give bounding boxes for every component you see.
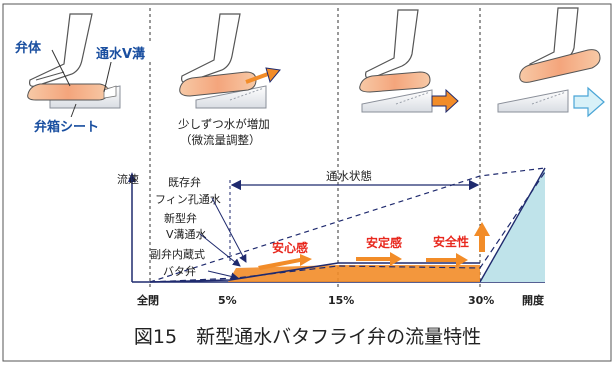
- valve-body-label: 弁体: [15, 40, 42, 56]
- tick-closed: 全閉: [136, 293, 159, 307]
- y-axis-arrowhead: [128, 172, 136, 182]
- valve-body-leader: [51, 49, 71, 87]
- valve-body-label-box: [13, 38, 49, 56]
- stage2-note-line1: 少しずつ水が増加: [178, 117, 270, 131]
- v-groove-label: 通水V溝: [96, 46, 145, 62]
- full-open-steep-line: [479, 167, 546, 283]
- existing-valve-label-line2: フィン孔通水: [155, 193, 221, 206]
- tick-5: 5%: [218, 294, 237, 307]
- new-valve-label-line2: V溝通水: [166, 228, 207, 241]
- new-valve-flow-region: [228, 265, 480, 282]
- flow-state-label: 通水状態: [326, 169, 372, 183]
- v-groove-label-box: [94, 44, 152, 62]
- new-valve-curve: [149, 262, 480, 283]
- label-leaders: [199, 197, 247, 281]
- new-valve-label-line1: 新型弁: [164, 211, 197, 225]
- trend-arrows: [258, 222, 490, 270]
- existing-valve-curve: [149, 167, 546, 283]
- stage-dividers: [149, 8, 481, 288]
- figure-caption: 図15 新型通水バタフライ弁の流量特性: [133, 326, 482, 348]
- valve-slightly-open-illustration: [179, 13, 281, 109]
- y-axis-label: 流速: [117, 172, 139, 186]
- valve-half-open-illustration: [359, 9, 459, 114]
- valve-closed-illustration: [27, 13, 121, 109]
- valve-open-illustration: [497, 7, 605, 118]
- anzen-label: 安全性: [433, 234, 469, 249]
- tick-15: 15%: [328, 294, 354, 307]
- frame: [2, 3, 612, 362]
- seat-label: 弁箱シート: [34, 119, 99, 135]
- x-axis-label: 開度: [522, 293, 545, 307]
- sub-valve-label-line2: バタ弁: [163, 264, 196, 278]
- existing-valve-label-line1: 既存弁: [168, 175, 201, 189]
- tick-30: 30%: [468, 294, 494, 307]
- anshin-label: 安心感: [272, 240, 308, 255]
- seat-label-box: [32, 117, 114, 135]
- stage2-note-line2: （微流量調整）: [180, 133, 261, 147]
- antei-label: 安定感: [366, 235, 402, 250]
- sub-valve-label-line1: 副弁内蔵式: [150, 247, 205, 261]
- v-groove-leader: [103, 57, 113, 93]
